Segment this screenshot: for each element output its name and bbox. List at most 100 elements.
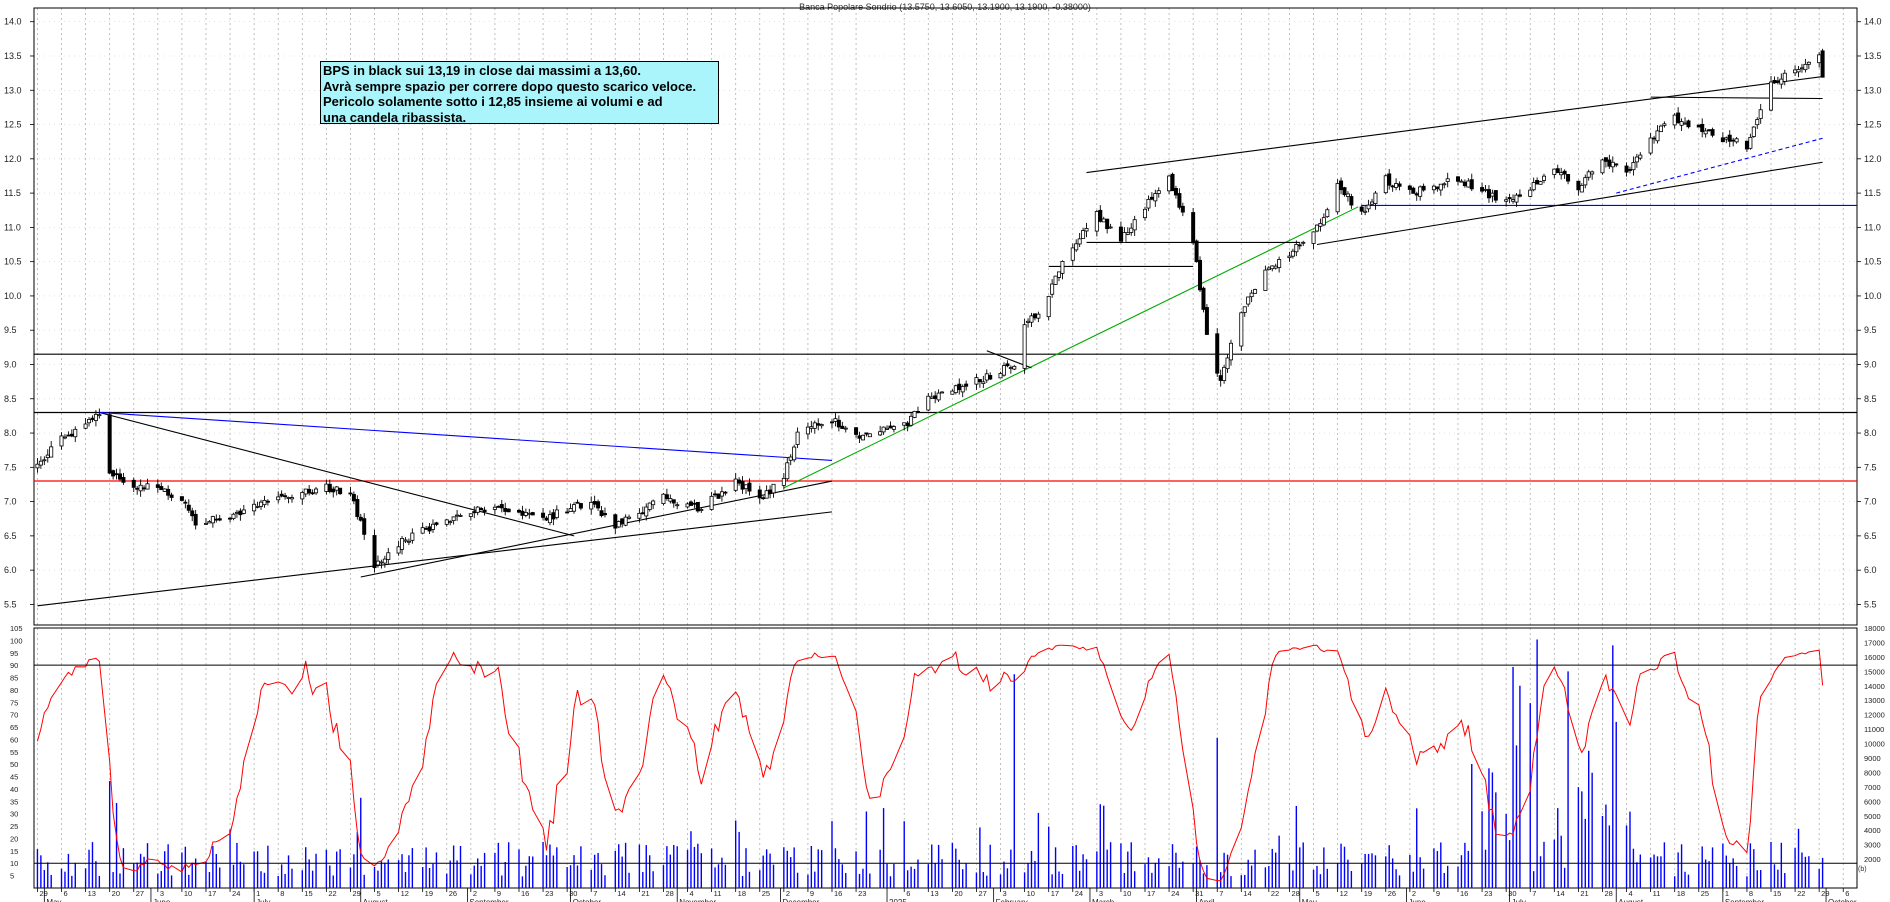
candle-body [1373, 192, 1378, 204]
candle-body [303, 488, 308, 495]
candle-body [1118, 226, 1123, 242]
day-tick-label: 10 [184, 889, 192, 898]
candle-body [1710, 129, 1715, 136]
corner-label: (b) [1858, 866, 1867, 873]
candle-body [1060, 261, 1065, 274]
candle-body [1552, 168, 1557, 175]
price-tick-label-left: 7.0 [4, 497, 17, 507]
candle-body [602, 513, 607, 516]
candle-body [1820, 50, 1825, 78]
volume-bars [36, 639, 1824, 888]
day-tick-label: 2 [1412, 889, 1416, 898]
candle-body [1222, 366, 1227, 381]
oscillator-tick-label: 25 [10, 822, 18, 831]
candle-body [1074, 243, 1079, 251]
candle-body [351, 493, 356, 502]
candle-body [530, 512, 535, 516]
candle-body [496, 505, 501, 508]
candle-body [1387, 173, 1392, 186]
price-tick-label-right: 13.5 [1864, 51, 1882, 61]
candle-body [73, 428, 78, 438]
candle-body [671, 499, 676, 504]
price-tick-label-left: 6.5 [4, 531, 17, 541]
candle-body [379, 561, 384, 564]
candle-body [864, 432, 869, 435]
candle-body [314, 488, 319, 494]
candle-body [1559, 172, 1564, 176]
candle-body [1277, 259, 1282, 268]
panel-frames [33, 7, 1858, 889]
candle-body [193, 513, 198, 526]
candle-body [362, 518, 367, 535]
candle-body [716, 493, 721, 499]
candle-body [1631, 162, 1636, 171]
candle-body [87, 419, 92, 424]
candle-body [1335, 183, 1340, 213]
day-tick-label: 16 [1460, 889, 1468, 898]
candle-body [1462, 181, 1467, 187]
oscillator-tick-label: 40 [10, 785, 18, 794]
candle-body [420, 527, 425, 534]
candle-body [355, 499, 360, 517]
oscillator-tick-label: 90 [10, 661, 18, 670]
candle-body [286, 496, 291, 499]
candle-body [451, 516, 456, 522]
price-tick-label-right: 7.0 [1864, 497, 1877, 507]
candle-body [327, 483, 332, 492]
day-tick-label: 6 [906, 889, 910, 898]
month-tick-label: March [1092, 898, 1114, 902]
candle-body [909, 415, 914, 426]
candle-body [1142, 208, 1147, 219]
oscillator-tick-label: 65 [10, 723, 18, 732]
candle-body [234, 511, 239, 514]
candle-body [547, 514, 552, 524]
day-tick-label: 29 [1821, 889, 1829, 898]
price-tick-label-right: 10.0 [1864, 291, 1882, 301]
candle-body [1339, 180, 1344, 191]
oscillator-tick-label: 5 [10, 872, 14, 881]
day-tick-label: 23 [858, 889, 866, 898]
volume-tick-label: 18000 [1864, 624, 1885, 633]
candle-body [1194, 240, 1199, 263]
candle-body [747, 482, 752, 492]
candle-body [523, 512, 528, 516]
candle-body [1727, 134, 1732, 142]
day-tick-label: 29 [39, 889, 47, 898]
candle-body [1817, 54, 1822, 64]
candle-body [396, 546, 401, 554]
candle-body [1469, 179, 1474, 190]
price-tick-label-right: 7.5 [1864, 462, 1877, 472]
candle-body [503, 508, 508, 512]
month-tick-label: May [46, 898, 61, 902]
day-tick-label: 6 [64, 889, 68, 898]
candle-body [1590, 171, 1595, 175]
candle-body [1314, 224, 1319, 232]
day-tick-label: 11 [714, 889, 722, 898]
candle-body [1081, 230, 1086, 239]
candle-body [1638, 154, 1643, 159]
candle-body [578, 503, 583, 509]
candle-body [888, 425, 893, 429]
candle-body [1411, 187, 1416, 194]
candle-body [1249, 292, 1254, 298]
candle-body [455, 514, 460, 517]
candle-body [1627, 169, 1632, 171]
candle-body [1290, 250, 1295, 257]
day-tick-label: 8 [1749, 889, 1753, 898]
candle-body [228, 517, 233, 520]
day-tick-label: 24 [1075, 889, 1083, 898]
day-tick-label: 5 [1316, 889, 1320, 898]
candle-body [162, 488, 167, 492]
oscillator-tick-label: 45 [10, 773, 18, 782]
candle-body [860, 434, 865, 441]
day-tick-label: 7 [1532, 889, 1536, 898]
candle-body [1431, 185, 1436, 191]
candle-body [1700, 123, 1705, 133]
candle-body [1407, 185, 1412, 190]
day-tick-label: 21 [641, 889, 649, 898]
candle-body [49, 446, 54, 458]
price-tick-label-right: 6.0 [1864, 565, 1877, 575]
candle-body [878, 431, 883, 436]
candle-body [1779, 78, 1784, 85]
candle-body [1263, 269, 1268, 291]
